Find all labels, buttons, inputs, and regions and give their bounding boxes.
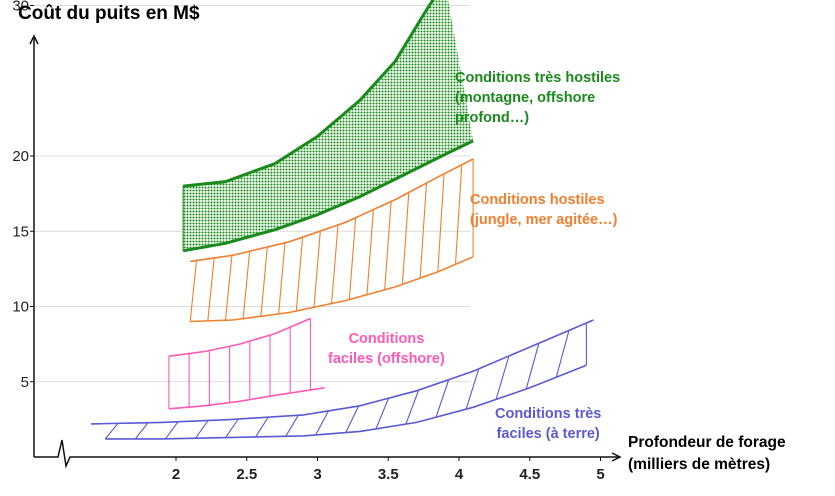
hatch-line (435, 379, 450, 418)
hatch-line (134, 422, 149, 440)
hatch-line (285, 414, 299, 437)
x-tick-label: 2 (172, 466, 180, 483)
x-axis (34, 439, 620, 469)
x-tick-label: 5 (596, 466, 604, 483)
y-tick-label: 20 (12, 148, 29, 165)
hatch-line (315, 410, 329, 436)
legend-conditions-faciles-offshore: Conditions faciles (offshore) (328, 329, 445, 369)
hatch-line (405, 389, 420, 425)
legend-line: (montagne, offshore (455, 90, 596, 106)
hatch-line (345, 405, 359, 433)
lower-curve (168, 387, 325, 410)
hatch-line (348, 217, 357, 300)
lower-curve (182, 139, 474, 253)
upper-curve (168, 317, 311, 357)
legend-line: (jungle, mer agitée…) (470, 212, 618, 228)
x-axis-label-line-2: (milliers de mètres) (628, 456, 771, 473)
upper-curve (182, 0, 435, 188)
legend-line: Conditions (348, 331, 425, 347)
hatch-line (295, 237, 304, 312)
legend-line: faciles (offshore) (328, 351, 445, 367)
hatch-line (384, 201, 392, 290)
x-tick-label: 4 (455, 466, 464, 483)
legend-conditions-tres-hostiles: Conditions très hostiles (montagne, offs… (455, 68, 620, 128)
hatch-line (454, 164, 463, 265)
band-fill (183, 0, 474, 251)
series-1 (189, 158, 474, 323)
y-tick-label: 5 (21, 374, 29, 391)
x-tick-label: 3 (313, 466, 321, 483)
y-tick-label: 10 (12, 299, 29, 316)
hatch-line (224, 255, 233, 321)
hatch-line (195, 420, 209, 439)
hatch-line (495, 355, 510, 400)
hatch-line (255, 416, 269, 438)
y-tick-label: 15 (12, 223, 29, 240)
x-tick-label: 4.5 (519, 466, 540, 483)
legend-line: Conditions très hostiles (455, 70, 621, 86)
hatch-line (555, 330, 570, 378)
hatch-line (401, 192, 410, 285)
legend-line: Conditions hostiles (470, 192, 605, 208)
legend-line: profond…) (455, 110, 530, 126)
y-axis-arrow (29, 34, 39, 45)
hatch-line (465, 368, 480, 410)
hatch-line (375, 397, 390, 430)
legend-conditions-tres-faciles: Conditions très faciles (à terre) (495, 404, 601, 444)
hatch-line (331, 224, 339, 304)
upper-curve (91, 319, 594, 425)
hatch-line (225, 418, 239, 438)
legend-line: Conditions très (495, 406, 602, 422)
lower-curve (105, 364, 587, 440)
hatch-line (313, 230, 321, 308)
hatch-line (189, 260, 198, 322)
series-2 (168, 317, 325, 410)
hatch-line (164, 421, 179, 440)
x-axis-arrow (611, 452, 622, 462)
hatch-line (207, 257, 215, 321)
hatch-line (437, 173, 445, 272)
hatch-line (260, 246, 268, 317)
hatch-line (278, 242, 286, 314)
hatch-line (525, 343, 540, 390)
series-3 (91, 319, 594, 440)
y-tick-label: 30 (12, 0, 29, 15)
legend-conditions-hostiles: Conditions hostiles (jungle, mer agitée…… (470, 190, 617, 230)
upper-curve (190, 158, 474, 263)
x-tick-label: 2.5 (236, 466, 257, 483)
x-axis-label: Profondeur de forage (milliers de mètres… (628, 432, 786, 476)
x-tick-label: 3.5 (378, 466, 399, 483)
hatch-line (366, 209, 374, 295)
hatch-line (242, 251, 251, 319)
hatch-line (419, 183, 428, 279)
y-axis-label: Coût du puits en M$ (18, 3, 200, 24)
hatch-line (104, 422, 119, 440)
lower-curve (190, 256, 474, 323)
series-0 (182, 0, 474, 253)
legend-line: faciles (à terre) (496, 426, 600, 442)
x-axis-label-line-1: Profondeur de forage (628, 434, 786, 451)
